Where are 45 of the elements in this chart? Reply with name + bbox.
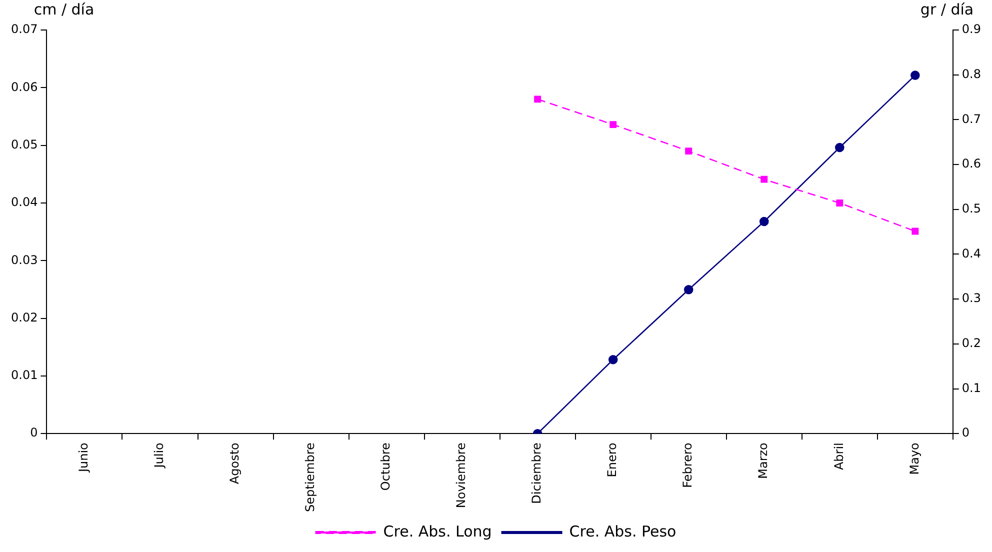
point (910, 70, 920, 80)
x-tick-label: Octubre (378, 442, 393, 491)
y2-axis-title: gr / día (920, 0, 974, 18)
legend-label: Cre. Abs. Long (383, 522, 492, 540)
y-tick-label: 0.05 (11, 137, 38, 152)
x-tick-label: Septiembre (303, 442, 318, 512)
y2-tick-label: 0 (962, 426, 970, 440)
y-tick-label: 0.04 (11, 195, 38, 210)
point (834, 142, 844, 152)
point (608, 354, 618, 364)
y-tick-label: 0.01 (11, 368, 38, 382)
legend-label: Cre. Abs. Peso (569, 522, 676, 540)
y2-tick-label: 0.1 (962, 380, 982, 395)
point (685, 148, 692, 155)
x-tick-label: Mayo (907, 442, 922, 475)
point (534, 96, 542, 103)
y2-tick-label: 0.7 (962, 112, 982, 126)
y2-tick-label: 0.2 (962, 336, 982, 350)
y2-tick-label: 0.4 (962, 246, 982, 260)
x-tick-label: Agosto (228, 442, 242, 484)
x-tick-label: Abril (832, 442, 846, 470)
x-tick-label: Marzo (756, 442, 770, 479)
y-tick-label: 0.02 (11, 310, 38, 324)
point (836, 199, 844, 206)
point (610, 121, 617, 128)
x-tick-label: Junio (76, 442, 91, 474)
y-tick-label: 0.03 (11, 252, 38, 267)
x-tick-label: Febrero (680, 442, 695, 488)
y2-tick-label: 0.3 (962, 291, 982, 306)
point (760, 176, 768, 183)
y2-tick-label: 0.6 (962, 156, 982, 171)
point (912, 228, 919, 235)
y2-tick-label: 0.8 (962, 66, 982, 81)
x-tick-label: Diciembre (530, 442, 544, 504)
point (759, 216, 769, 226)
y-tick-label: 0.07 (11, 22, 38, 36)
x-tick-label: Julio (152, 442, 166, 469)
x-tick-label: Enero (605, 442, 620, 478)
y-tick-label: 0.06 (11, 80, 38, 94)
point (684, 285, 694, 294)
y-tick-label: 0 (30, 426, 38, 440)
y-axis-title: cm / día (34, 0, 94, 18)
x-tick-label: Noviembre (454, 442, 468, 508)
y2-tick-label: 0.5 (962, 202, 982, 216)
y2-tick-label: 0.9 (962, 22, 982, 36)
